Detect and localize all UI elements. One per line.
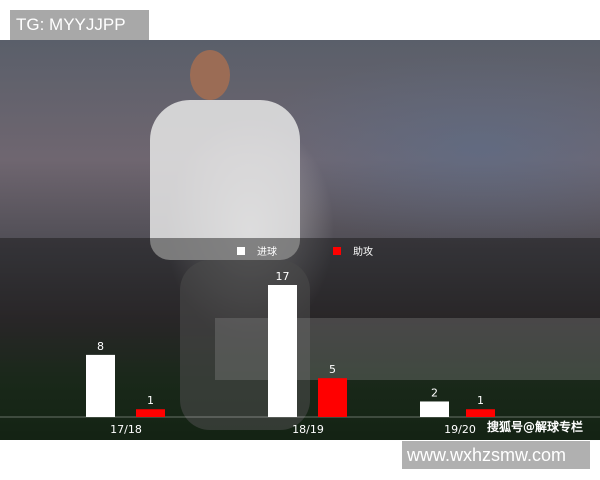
bar-goals [420, 401, 449, 417]
data-label: 8 [97, 340, 104, 353]
data-label: 1 [477, 394, 484, 407]
data-label: 5 [329, 363, 336, 376]
watermark-tg: TG: MYYJJPP [10, 10, 149, 40]
bar-chart: 8 1 17/18 17 5 18/19 2 1 19/20 进球 助攻 [0, 245, 600, 436]
data-label: 1 [147, 394, 154, 407]
category-label: 17/18 [110, 423, 142, 436]
legend-swatch [237, 247, 245, 255]
data-label: 2 [431, 386, 438, 399]
bar-assists [136, 409, 165, 417]
player-head [190, 50, 230, 100]
legend-label: 助攻 [353, 245, 373, 258]
bar-assists [466, 409, 495, 417]
bar-goals [86, 354, 115, 417]
category-label: 19/20 [444, 423, 476, 436]
category-label: 18/19 [292, 423, 324, 436]
legend-swatch [333, 247, 341, 255]
bar-goals [268, 285, 297, 417]
watermark-site: www.wxhzsmw.com [402, 441, 590, 469]
player-jersey [150, 100, 300, 260]
legend-label: 进球 [257, 245, 277, 258]
bar-assists [318, 378, 347, 417]
watermark-source: 搜狐号@解球专栏 [487, 420, 584, 434]
data-label: 17 [276, 270, 290, 283]
